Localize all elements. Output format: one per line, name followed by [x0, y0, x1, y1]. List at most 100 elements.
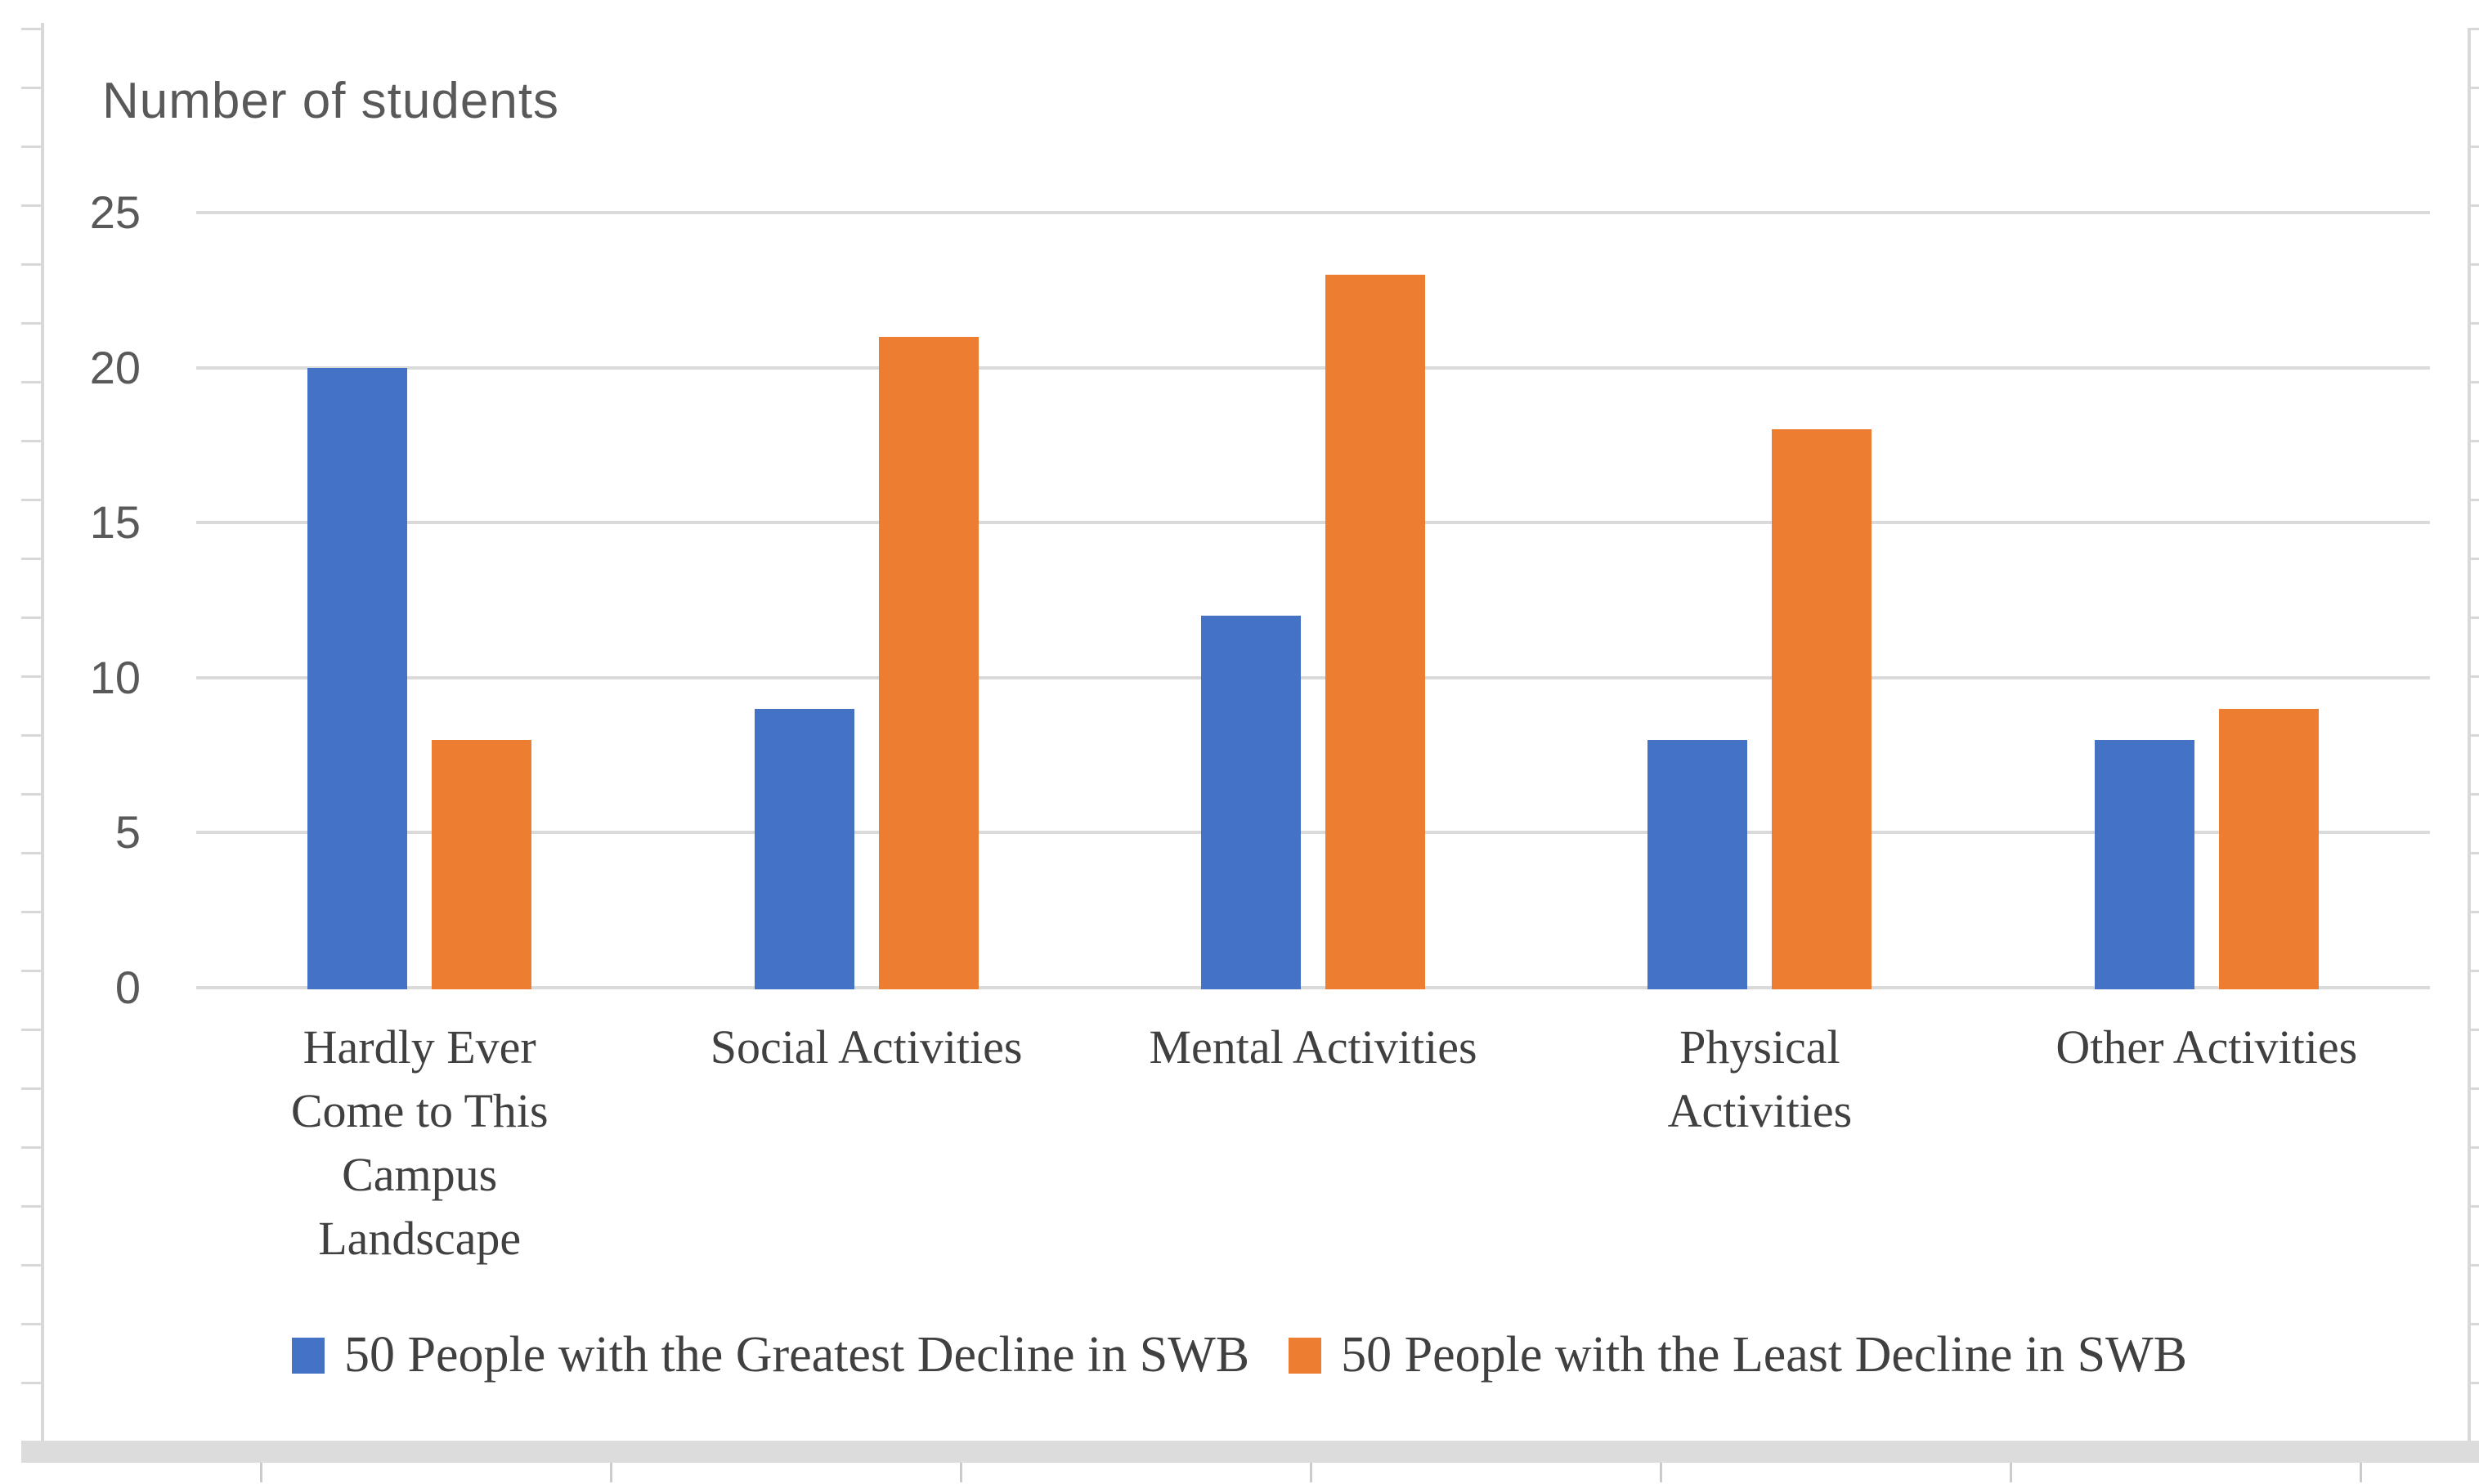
worksheet-row-tick — [21, 675, 41, 678]
worksheet-row-tick — [2471, 381, 2479, 383]
x-axis-label-line: Hardly Ever — [303, 1020, 536, 1074]
x-axis-label: Physical Activities — [1536, 1015, 1983, 1143]
x-axis-label-line: Social Activities — [710, 1020, 1023, 1074]
legend: 50 People with the Greatest Decline in S… — [0, 1326, 2479, 1384]
y-tick-label: 0 — [114, 962, 141, 1013]
legend-swatch-icon — [292, 1337, 325, 1374]
worksheet-row-tick — [2471, 204, 2479, 207]
bar-greatest-decline — [754, 708, 854, 989]
x-axis-label-line: Come to This — [290, 1084, 549, 1137]
worksheet-row-tick — [21, 1029, 41, 1031]
worksheet-column-tick — [2360, 1463, 2362, 1482]
worksheet-column-tick — [610, 1463, 612, 1482]
x-axis-label-line: Landscape — [318, 1212, 522, 1265]
worksheet-row-tick — [2471, 1205, 2479, 1208]
bar-greatest-decline — [307, 367, 408, 989]
worksheet-column-tick — [1310, 1463, 1312, 1482]
worksheet-row-tick — [2471, 911, 2479, 913]
worksheet-row-tick — [2471, 1087, 2479, 1090]
worksheet-row-tick — [21, 1205, 41, 1208]
worksheet-row-tick — [2471, 440, 2479, 442]
worksheet-row-tick — [21, 1382, 41, 1384]
worksheet-row-tick — [21, 28, 41, 30]
worksheet-row-tick — [2471, 1029, 2479, 1031]
y-gridline — [196, 986, 2430, 989]
worksheet-row-tick — [21, 1087, 41, 1090]
worksheet-row-tick — [21, 970, 41, 972]
worksheet-row-tick — [2471, 499, 2479, 501]
worksheet-row-tick — [2471, 852, 2479, 854]
y-gridline — [196, 831, 2430, 835]
chart-title: Number of students — [102, 73, 560, 129]
x-axis-label: Social Activities — [643, 1015, 1089, 1079]
worksheet-row-tick — [21, 146, 41, 148]
legend-item: 50 People with the Least Decline in SWB — [1289, 1326, 2187, 1384]
worksheet-row-tick — [2471, 28, 2479, 30]
worksheet-row-tick — [21, 616, 41, 619]
legend-label: 50 People with the Greatest Decline in S… — [344, 1327, 1250, 1383]
legend-swatch-icon — [1289, 1337, 1322, 1374]
x-axis-label: Mental Activities — [1090, 1015, 1536, 1079]
worksheet-row-tick — [2471, 734, 2479, 737]
y-tick-label: 25 — [89, 186, 141, 238]
legend-item: 50 People with the Greatest Decline in S… — [292, 1326, 1249, 1384]
y-gridline — [196, 365, 2430, 370]
x-axis-label: Other Activities — [1984, 1015, 2430, 1079]
worksheet-row-tick — [2471, 1382, 2479, 1384]
worksheet-row-tick — [2471, 1146, 2479, 1149]
y-tick-label: 15 — [89, 496, 141, 549]
worksheet-row-tick — [2471, 970, 2479, 972]
y-gridline — [196, 521, 2430, 525]
worksheet-column-tick — [960, 1463, 962, 1482]
worksheet-row-tick — [21, 499, 41, 501]
worksheet-column-tick — [2010, 1463, 2012, 1482]
worksheet-row-tick — [2471, 616, 2479, 619]
worksheet-row-tick — [2471, 793, 2479, 796]
worksheet-row-tick — [21, 322, 41, 325]
worksheet-row-tick — [21, 793, 41, 796]
bar-greatest-decline — [1201, 615, 1301, 989]
x-axis-label-line: Other Activities — [2055, 1020, 2358, 1074]
worksheet-row-tick — [21, 1323, 41, 1325]
y-tick-label: 20 — [89, 341, 141, 393]
worksheet-row-tick — [21, 734, 41, 737]
worksheet-column-tick — [260, 1463, 262, 1482]
x-axis-label-line: Campus — [342, 1148, 498, 1201]
worksheet-row-tick — [21, 911, 41, 913]
x-axis-label: Hardly Ever Come to This Campus Landscape — [196, 1015, 643, 1271]
worksheet-row-tick — [21, 852, 41, 854]
x-axis-label-line: Activities — [1667, 1084, 1853, 1137]
worksheet-bottom-bar — [21, 1441, 2479, 1463]
bar-least-decline — [878, 336, 979, 989]
worksheet-row-tick — [2471, 1264, 2479, 1267]
worksheet-row-tick — [21, 87, 41, 89]
bar-least-decline — [432, 739, 532, 989]
worksheet-column-tick — [1660, 1463, 1662, 1482]
worksheet-row-tick — [21, 263, 41, 266]
worksheet-right-gridline — [2468, 28, 2471, 1441]
legend-label: 50 People with the Least Decline in SWB — [1341, 1327, 2187, 1383]
worksheet-row-tick — [2471, 675, 2479, 678]
worksheet-row-tick — [2471, 1323, 2479, 1325]
worksheet-row-tick — [21, 558, 41, 560]
worksheet-row-tick — [21, 1264, 41, 1267]
worksheet-row-tick — [2471, 322, 2479, 325]
worksheet-row-tick — [2471, 146, 2479, 148]
bar-greatest-decline — [2094, 739, 2194, 989]
y-gridline — [196, 675, 2430, 679]
worksheet-row-tick — [2471, 558, 2479, 560]
x-axis-label-line: Physical — [1679, 1020, 1840, 1074]
bar-greatest-decline — [1647, 739, 1748, 989]
worksheet-row-tick — [21, 381, 41, 383]
bar-least-decline — [1325, 274, 1425, 989]
y-gridline — [196, 211, 2430, 214]
y-tick-label: 10 — [89, 651, 141, 703]
worksheet-row-tick — [21, 1146, 41, 1149]
worksheet-row-tick — [2471, 263, 2479, 266]
worksheet-row-tick — [21, 440, 41, 442]
worksheet-row-tick — [2471, 87, 2479, 89]
x-axis-label-line: Mental Activities — [1149, 1020, 1477, 1074]
y-tick-label: 5 — [114, 806, 141, 859]
worksheet-row-tick — [21, 204, 41, 207]
bar-least-decline — [2218, 708, 2319, 989]
